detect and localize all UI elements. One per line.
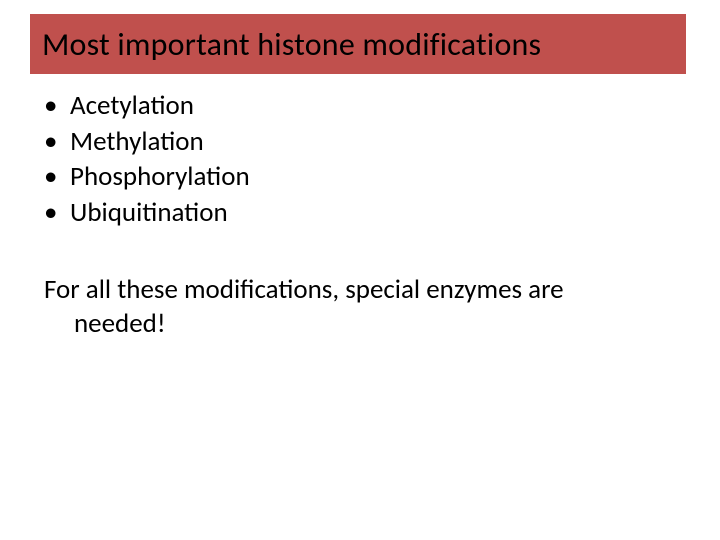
bullet-text: Ubiquitination [70, 195, 228, 231]
body-paragraph: For all these modifications, special enz… [44, 273, 664, 342]
list-item: • Phosphorylation [44, 159, 664, 195]
list-item: • Acetylation [44, 88, 664, 124]
body-line: needed! [46, 307, 664, 342]
bullet-marker: • [44, 159, 70, 195]
content-area: • Acetylation • Methylation • Phosphoryl… [44, 88, 664, 342]
bullet-text: Phosphorylation [70, 159, 250, 195]
bullet-list: • Acetylation • Methylation • Phosphoryl… [44, 88, 664, 231]
bullet-marker: • [44, 195, 70, 231]
bullet-text: Acetylation [70, 88, 194, 124]
bullet-text: Methylation [70, 124, 204, 160]
bullet-marker: • [44, 88, 70, 124]
body-line: For all these modifications, special enz… [44, 273, 564, 306]
list-item: • Methylation [44, 124, 664, 160]
title-box: Most important histone modifications [30, 14, 686, 74]
bullet-marker: • [44, 124, 70, 160]
list-item: • Ubiquitination [44, 195, 664, 231]
slide-title: Most important histone modifications [42, 25, 541, 64]
